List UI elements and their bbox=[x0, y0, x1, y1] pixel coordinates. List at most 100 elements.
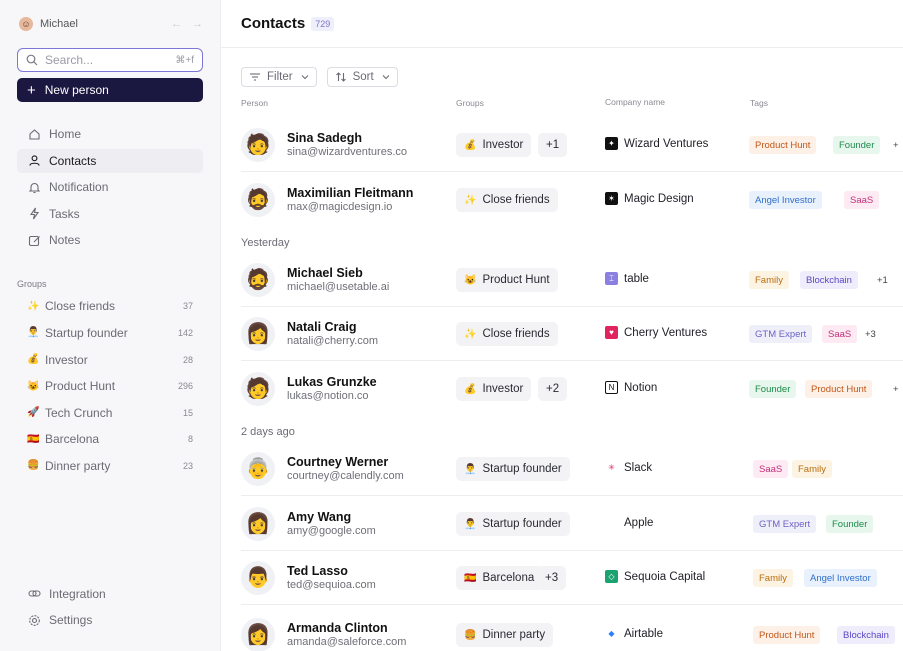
contact-email[interactable]: michael@usetable.ai bbox=[287, 281, 390, 293]
contact-name[interactable]: Armanda Clinton bbox=[287, 621, 388, 635]
company-cell[interactable]: ⌶ table bbox=[605, 272, 649, 285]
more-groups-chip[interactable]: +2 bbox=[538, 377, 568, 401]
back-arrow-icon[interactable]: ← bbox=[171, 18, 182, 30]
filter-button[interactable]: Filter bbox=[241, 67, 317, 87]
column-header-company[interactable]: Company name bbox=[605, 97, 666, 107]
contact-name[interactable]: Amy Wang bbox=[287, 510, 352, 524]
tag-chip[interactable]: SaaS bbox=[822, 325, 858, 343]
group-chip[interactable]: 🇪🇸 Barcelona bbox=[456, 566, 543, 590]
more-tags-chip[interactable]: +3 bbox=[865, 328, 876, 340]
contact-avatar[interactable]: 👨 bbox=[241, 561, 275, 595]
tag-chip[interactable]: Founder bbox=[749, 380, 797, 398]
company-cell[interactable]: ♥ Cherry Ventures bbox=[605, 326, 707, 339]
tag-chip[interactable]: GTM Expert bbox=[749, 325, 813, 343]
group-chip[interactable]: 👨‍💼 Startup founder bbox=[456, 512, 570, 536]
table-row[interactable]: 🧑 Lukas Grunzke lukas@notion.co 💰 Investor +2… bbox=[241, 362, 903, 416]
group-chip[interactable]: ✨ Close friends bbox=[456, 322, 558, 346]
tag-chip[interactable]: Product Hunt bbox=[805, 380, 873, 398]
more-tags-chip[interactable]: + bbox=[899, 569, 903, 587]
column-header-tags[interactable]: Tags bbox=[750, 98, 768, 108]
forward-arrow-icon[interactable]: → bbox=[192, 18, 203, 30]
contact-avatar[interactable]: 👩 bbox=[241, 507, 275, 541]
search-input[interactable]: Search... ⌘+f bbox=[17, 48, 203, 72]
more-tags-chip[interactable]: + bbox=[893, 139, 899, 151]
nav-item-home[interactable]: Home bbox=[17, 122, 203, 146]
tag-chip[interactable]: GTM Expert bbox=[753, 515, 817, 533]
more-groups-chip[interactable]: +1 bbox=[538, 133, 568, 157]
contact-name[interactable]: Ted Lasso bbox=[287, 564, 348, 578]
nav-item-integration[interactable]: Integration bbox=[17, 582, 203, 606]
company-cell[interactable]: ✳ Slack bbox=[605, 461, 652, 474]
group-item-close-friends[interactable]: ✨ Close friends 37 bbox=[17, 294, 203, 318]
contact-email[interactable]: sina@wizardventures.co bbox=[287, 146, 407, 158]
table-row[interactable]: 👨 Ted Lasso ted@sequioa.com 🇪🇸 Barcelona +3 ◇ S… bbox=[241, 551, 903, 605]
tag-chip[interactable]: Product Hunt bbox=[749, 136, 817, 154]
tag-chip[interactable]: Family bbox=[749, 271, 789, 289]
contact-avatar[interactable]: 👩 bbox=[241, 618, 275, 651]
contact-avatar[interactable]: 👵 bbox=[241, 452, 275, 486]
table-row[interactable]: 🧔 Maximilian Fleitmann max@magicdesign.io ✨… bbox=[241, 173, 903, 227]
contact-avatar[interactable]: 🧑 bbox=[241, 372, 275, 406]
tag-chip[interactable]: Angel Investor bbox=[749, 191, 822, 209]
contact-email[interactable]: amanda@saleforce.com bbox=[287, 636, 407, 648]
tag-chip[interactable]: Angel Investor bbox=[804, 569, 877, 587]
table-row[interactable]: 👵 Courtney Werner courtney@calendly.com 👨‍💼… bbox=[241, 442, 903, 496]
table-row[interactable]: 👩 Amy Wang amy@google.com 👨‍💼 Startup founde… bbox=[241, 497, 903, 551]
contact-name[interactable]: Natali Craig bbox=[287, 320, 357, 334]
group-item-product-hunt[interactable]: 😺 Product Hunt 296 bbox=[17, 374, 203, 398]
tag-chip[interactable]: Founder bbox=[826, 515, 874, 533]
column-header-groups[interactable]: Groups bbox=[456, 98, 484, 108]
group-chip[interactable]: 💰 Investor bbox=[456, 133, 532, 157]
group-chip[interactable]: ✨ Close friends bbox=[456, 188, 558, 212]
company-cell[interactable]: ◆ Airtable bbox=[605, 627, 663, 640]
tag-chip[interactable]: SaaS bbox=[844, 191, 880, 209]
nav-item-contacts[interactable]: Contacts bbox=[17, 148, 203, 173]
tag-chip[interactable]: Family bbox=[753, 569, 793, 587]
contact-email[interactable]: courtney@calendly.com bbox=[287, 470, 404, 482]
contact-name[interactable]: Michael Sieb bbox=[287, 266, 363, 280]
tag-chip[interactable]: Blockchain bbox=[800, 271, 858, 289]
tag-chip[interactable]: Product Hunt bbox=[753, 626, 821, 644]
group-item-investor[interactable]: 💰 Investor 28 bbox=[17, 348, 203, 372]
sort-button[interactable]: Sort bbox=[326, 67, 398, 87]
contact-avatar[interactable]: 🧑 bbox=[241, 128, 275, 162]
nav-item-notification[interactable]: Notification bbox=[17, 175, 203, 199]
tag-chip[interactable]: Founder bbox=[833, 136, 881, 154]
contact-avatar[interactable]: 🧔 bbox=[241, 183, 275, 217]
more-tags-chip[interactable]: +1 bbox=[877, 274, 888, 286]
group-item-dinner-party[interactable]: 🍔 Dinner party 23 bbox=[17, 454, 203, 478]
contact-email[interactable]: amy@google.com bbox=[287, 525, 376, 537]
nav-item-tasks[interactable]: Tasks bbox=[17, 202, 203, 226]
column-header-person[interactable]: Person bbox=[241, 98, 268, 108]
new-person-button[interactable]: + New person bbox=[17, 78, 203, 102]
user-name[interactable]: Michael bbox=[40, 18, 78, 30]
contact-name[interactable]: Courtney Werner bbox=[287, 455, 389, 469]
company-cell[interactable]: N Notion bbox=[605, 381, 657, 394]
more-tags-chip[interactable]: + bbox=[893, 383, 899, 395]
contact-name[interactable]: Maximilian Fleitmann bbox=[287, 186, 414, 200]
contact-avatar[interactable]: 🧔 bbox=[241, 263, 275, 297]
table-row[interactable]: 👩 Natali Craig natali@cherry.com ✨ Close fri… bbox=[241, 307, 903, 361]
nav-item-notes[interactable]: Notes bbox=[17, 228, 203, 252]
company-cell[interactable]: ◇ Sequoia Capital bbox=[605, 570, 705, 583]
group-item-tech-crunch[interactable]: 🚀 Tech Crunch 15 bbox=[17, 401, 203, 425]
company-cell[interactable]: ✶ Magic Design bbox=[605, 192, 694, 205]
group-item-startup-founder[interactable]: 👨‍💼 Startup founder 142 bbox=[17, 321, 203, 345]
company-cell[interactable]: Apple bbox=[605, 516, 653, 529]
tag-chip[interactable]: Family bbox=[792, 460, 832, 478]
more-groups-chip[interactable]: +3 bbox=[537, 566, 567, 590]
table-row[interactable]: 🧔 Michael Sieb michael@usetable.ai 😺 Product… bbox=[241, 253, 903, 307]
contact-name[interactable]: Lukas Grunzke bbox=[287, 375, 377, 389]
tag-chip[interactable]: Blockchain bbox=[837, 626, 895, 644]
contact-name[interactable]: Sina Sadegh bbox=[287, 131, 363, 145]
contact-avatar[interactable]: 👩 bbox=[241, 317, 275, 351]
nav-item-settings[interactable]: Settings bbox=[17, 608, 203, 632]
group-chip[interactable]: 👨‍💼 Startup founder bbox=[456, 457, 570, 481]
company-cell[interactable]: ✦ Wizard Ventures bbox=[605, 137, 708, 150]
contact-email[interactable]: ted@sequioa.com bbox=[287, 579, 376, 591]
group-chip[interactable]: 🍔 Dinner party bbox=[456, 623, 554, 647]
user-avatar[interactable]: ☺ bbox=[19, 17, 33, 31]
group-chip[interactable]: 😺 Product Hunt bbox=[456, 268, 558, 292]
contact-email[interactable]: max@magicdesign.io bbox=[287, 201, 393, 213]
contact-email[interactable]: lukas@notion.co bbox=[287, 390, 369, 402]
